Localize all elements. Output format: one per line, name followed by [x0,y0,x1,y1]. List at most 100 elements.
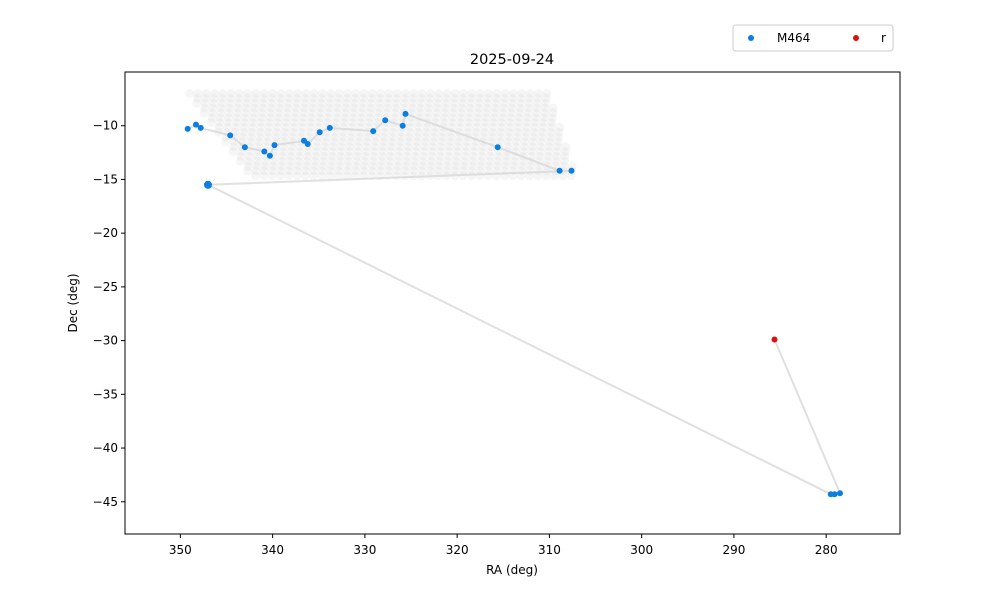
footprint-cell [207,108,217,118]
footprint-cell [509,161,519,171]
footprint-cell [241,108,251,118]
footprint-cell [524,103,533,113]
footprint-cell [552,147,562,156]
footprint-cell [555,122,565,132]
footprint-cell [293,161,303,171]
footprint-cell [452,147,462,156]
footprint-cell [484,161,494,171]
footprint-cell [417,89,427,98]
footprint-cell [258,98,268,108]
footprint-cell [371,132,381,142]
footprint-cell [410,156,420,166]
footprint-cell [456,118,465,127]
point-m464 [204,180,212,189]
footprint-cell [289,122,299,132]
footprint-cell [519,147,529,156]
footprint-cell [442,166,452,176]
footprint-cell [529,132,539,142]
footprint-cell [315,108,325,118]
footprint-cell [223,122,232,132]
footprint-cell [295,147,305,156]
footprint-cell [366,103,376,113]
footprint-cell [301,161,311,171]
footprint-cell [399,98,409,108]
footprint-cell [396,127,406,137]
footprint-cell [360,156,370,166]
footprint-cell [224,113,233,123]
footprint-cell [527,147,537,156]
footprint-cell [387,137,397,147]
footprint-cell [273,113,283,123]
footprint-cell [217,93,227,103]
footprint-cell [392,166,402,176]
footprint-cell [330,122,340,132]
footprint-cell [426,156,436,166]
footprint-cell [515,108,525,118]
footprint-cell [498,113,507,123]
footprint-cell [480,122,490,132]
footprint-cell [475,93,485,103]
footprint-cell [470,142,479,152]
footprint-cell [466,98,476,108]
footprint-cell [356,113,366,123]
footprint-cell [448,113,458,123]
footprint-cell [298,118,308,127]
footprint-cell [467,89,477,98]
footprint-cell [389,122,398,132]
point-m464 [227,132,234,139]
footprint-cell [394,147,404,156]
footprint-cell [485,151,495,161]
footprint-cell [291,103,301,113]
footprint-cell [444,147,454,156]
footprint-cell [402,151,412,161]
footprint-cell [480,118,490,127]
footprint-cell [521,122,531,132]
footprint-cell [436,142,446,152]
footprint-cell [376,166,386,176]
footprint-cell [235,156,245,166]
footprint-cell [483,171,493,181]
footprint-cell [244,156,254,166]
footprint-cell [548,103,558,113]
footprint-cell [240,113,250,123]
x-tick-label: 290 [722,543,745,557]
footprint-cell [314,118,324,127]
footprint-cell [384,161,394,171]
footprint-cell [320,147,329,156]
footprint-cell [362,137,372,147]
footprint-cell [514,118,524,127]
footprint-cell [280,132,290,142]
footprint-cell [278,147,288,156]
footprint-cell [433,93,443,103]
footprint-cell [239,122,249,132]
footprint-cell [413,127,423,137]
footprint-cell [420,137,430,147]
footprint-cell [432,108,442,118]
footprint-cell [226,89,236,98]
footprint-cell [409,161,419,171]
footprint-cell [350,171,360,181]
point-m464 [193,121,199,128]
footprint-cell [483,98,492,108]
footprint-cell [325,171,335,181]
footprint-cell [337,142,347,152]
point-m464 [556,167,563,174]
footprint-cell [274,103,284,113]
footprint-cell [285,156,295,166]
footprint-cell [318,161,328,171]
footprint-cell [499,98,509,108]
footprint-cell [335,156,345,166]
footprint-cell [492,161,502,171]
footprint-cell [294,156,304,166]
footprint-cell [301,166,311,176]
footprint-cell [477,151,487,161]
y-tick-label: −40 [93,441,118,455]
footprint-cell [438,127,448,137]
footprint-cell [361,151,370,161]
footprint-cell [286,147,296,156]
footprint-cell [307,108,317,118]
footprint-cell [348,113,358,123]
footprint-cell [329,137,339,147]
footprint-cell [244,151,254,161]
